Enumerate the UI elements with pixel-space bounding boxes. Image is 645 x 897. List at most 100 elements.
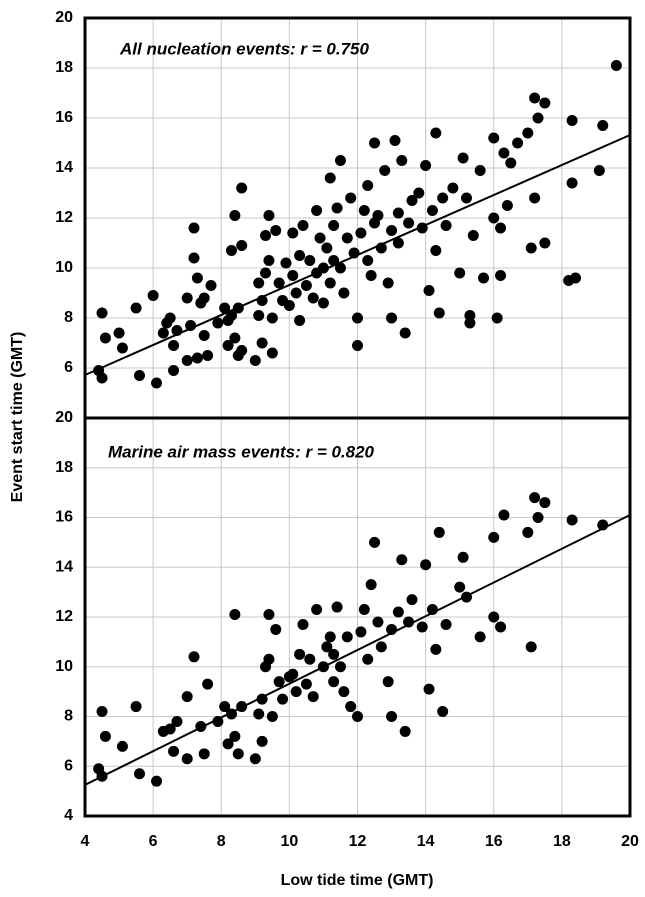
point xyxy=(157,327,169,339)
point xyxy=(212,317,224,329)
point xyxy=(529,192,541,204)
x-tick-label: 16 xyxy=(485,833,503,850)
point xyxy=(249,355,261,366)
point xyxy=(529,492,541,504)
point xyxy=(99,730,111,742)
point xyxy=(522,127,534,139)
point xyxy=(263,210,275,221)
x-tick-label: 18 xyxy=(553,833,571,850)
point xyxy=(324,172,336,184)
x-axis-label: Low tide time (GMT) xyxy=(281,872,434,889)
point xyxy=(266,312,278,324)
y-tick-label: 16 xyxy=(55,109,73,126)
point xyxy=(277,693,289,705)
point xyxy=(260,230,272,241)
point xyxy=(283,300,295,311)
point xyxy=(341,631,353,643)
point xyxy=(352,711,363,722)
point xyxy=(423,285,435,296)
y-tick-label: 10 xyxy=(55,259,73,276)
point xyxy=(202,350,214,361)
point xyxy=(345,701,357,713)
point xyxy=(498,147,510,159)
point xyxy=(457,551,469,563)
point xyxy=(430,643,442,655)
point xyxy=(202,678,214,690)
point xyxy=(324,277,336,289)
point xyxy=(365,579,377,591)
point xyxy=(440,220,452,231)
point xyxy=(430,245,442,256)
point xyxy=(225,245,237,256)
point xyxy=(423,683,435,695)
point xyxy=(151,377,163,389)
point xyxy=(403,217,415,229)
point xyxy=(321,242,333,254)
point xyxy=(372,616,384,628)
point xyxy=(168,745,180,757)
point xyxy=(362,653,374,665)
point xyxy=(338,287,350,299)
point xyxy=(266,711,278,722)
point xyxy=(488,531,500,543)
annotation: All nucleation events: r = 0.750 xyxy=(119,39,370,58)
x-tick-label: 4 xyxy=(81,833,90,850)
point xyxy=(263,255,275,266)
point xyxy=(345,192,357,204)
point xyxy=(369,536,381,548)
point xyxy=(341,232,353,244)
point xyxy=(375,641,387,653)
point xyxy=(300,678,312,690)
point xyxy=(311,604,323,616)
point xyxy=(512,137,524,149)
point xyxy=(236,182,248,194)
point xyxy=(331,601,343,613)
point xyxy=(328,220,340,231)
y-tick-label: 8 xyxy=(64,708,73,725)
point xyxy=(464,317,476,329)
point xyxy=(334,262,346,274)
y-tick-label: 12 xyxy=(55,608,73,625)
point xyxy=(396,554,408,566)
point xyxy=(270,225,282,236)
point xyxy=(362,180,374,191)
point xyxy=(290,287,302,299)
point xyxy=(273,676,285,688)
point xyxy=(495,270,507,281)
point xyxy=(437,192,449,204)
point xyxy=(229,609,241,621)
point xyxy=(386,711,398,722)
point xyxy=(151,775,163,787)
point xyxy=(539,97,551,109)
point xyxy=(253,310,265,321)
point xyxy=(290,686,302,698)
y-tick-label: 14 xyxy=(55,558,73,575)
point xyxy=(219,701,231,713)
y-tick-label: 8 xyxy=(64,309,73,326)
point xyxy=(413,187,425,199)
point xyxy=(311,205,323,216)
point xyxy=(188,651,200,663)
point xyxy=(181,292,193,304)
point xyxy=(525,242,537,254)
point xyxy=(253,277,265,289)
point xyxy=(447,182,459,194)
point xyxy=(181,355,193,366)
y-tick-label: 12 xyxy=(55,209,73,226)
point xyxy=(321,641,333,653)
point xyxy=(116,740,128,752)
point xyxy=(358,205,370,216)
point xyxy=(396,155,408,166)
point xyxy=(334,155,346,166)
y-tick-label: 6 xyxy=(64,359,73,376)
point xyxy=(328,648,340,660)
y-tick-label: 20 xyxy=(55,409,73,426)
point xyxy=(488,611,500,623)
point xyxy=(130,302,142,314)
point xyxy=(304,653,316,665)
x-tick-label: 20 xyxy=(621,833,639,850)
point xyxy=(420,559,432,571)
point xyxy=(164,312,176,324)
point xyxy=(222,738,234,750)
